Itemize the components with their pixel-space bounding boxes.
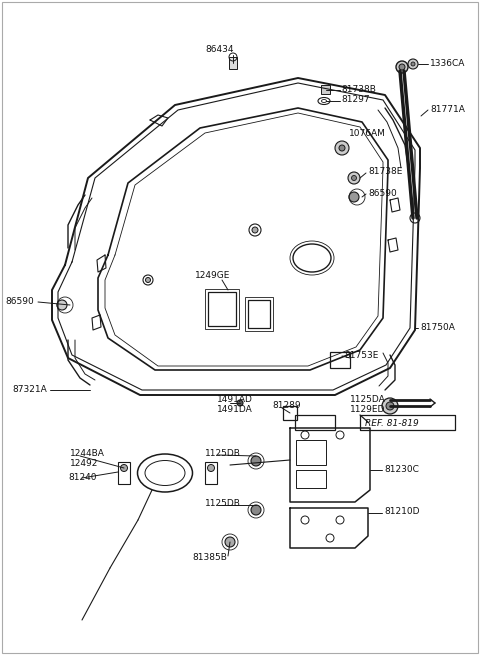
Circle shape — [339, 145, 345, 151]
Circle shape — [348, 172, 360, 184]
Circle shape — [225, 537, 235, 547]
Text: 81240: 81240 — [68, 472, 96, 481]
Text: 81738B: 81738B — [341, 84, 376, 94]
Bar — [283, 406, 297, 420]
Text: 12492: 12492 — [70, 458, 98, 468]
Text: 1491DA: 1491DA — [217, 405, 253, 415]
Circle shape — [411, 62, 415, 66]
Circle shape — [57, 300, 67, 310]
Circle shape — [335, 141, 349, 155]
Text: 81289: 81289 — [272, 402, 300, 411]
Circle shape — [251, 456, 261, 466]
Bar — [296, 470, 326, 488]
Bar — [205, 289, 239, 329]
Text: 1125DB: 1125DB — [205, 449, 241, 458]
Bar — [248, 300, 270, 328]
Text: 86434: 86434 — [206, 45, 234, 54]
Bar — [205, 462, 217, 484]
Bar — [296, 440, 326, 465]
Text: 86590: 86590 — [5, 297, 34, 305]
Text: 1125DB: 1125DB — [205, 500, 241, 508]
Bar — [330, 352, 350, 368]
Circle shape — [386, 402, 394, 410]
Circle shape — [120, 464, 128, 472]
Text: 1129ED: 1129ED — [350, 405, 385, 415]
Circle shape — [237, 400, 243, 406]
Text: 81385B: 81385B — [192, 553, 228, 563]
Text: 87321A: 87321A — [12, 386, 47, 394]
Circle shape — [207, 464, 215, 472]
Circle shape — [145, 278, 151, 282]
Text: 1491AD: 1491AD — [217, 396, 253, 405]
Text: 1244BA: 1244BA — [70, 449, 105, 457]
Bar — [321, 85, 330, 94]
Circle shape — [396, 61, 408, 73]
Text: 81750A: 81750A — [420, 324, 455, 333]
Text: 81753E: 81753E — [344, 350, 378, 360]
Circle shape — [351, 176, 357, 181]
Bar — [229, 57, 237, 69]
Bar — [245, 297, 273, 331]
Text: REF. 81-819: REF. 81-819 — [365, 419, 419, 428]
Circle shape — [382, 398, 398, 414]
Text: 1336CA: 1336CA — [430, 58, 466, 67]
Text: 81297: 81297 — [341, 96, 370, 105]
Text: 81738E: 81738E — [368, 168, 402, 176]
Text: 1125DA: 1125DA — [350, 396, 386, 405]
Bar — [295, 415, 335, 430]
Circle shape — [252, 227, 258, 233]
Bar — [208, 292, 236, 326]
Circle shape — [251, 505, 261, 515]
Text: 1249GE: 1249GE — [195, 272, 230, 280]
Text: 86590: 86590 — [368, 189, 397, 198]
Bar — [118, 462, 130, 484]
Text: 81230C: 81230C — [384, 466, 419, 474]
Text: 81210D: 81210D — [384, 508, 420, 517]
Circle shape — [349, 192, 359, 202]
Circle shape — [408, 59, 418, 69]
Text: 81771A: 81771A — [430, 105, 465, 115]
Text: 1076AM: 1076AM — [349, 128, 386, 138]
Circle shape — [399, 64, 405, 70]
